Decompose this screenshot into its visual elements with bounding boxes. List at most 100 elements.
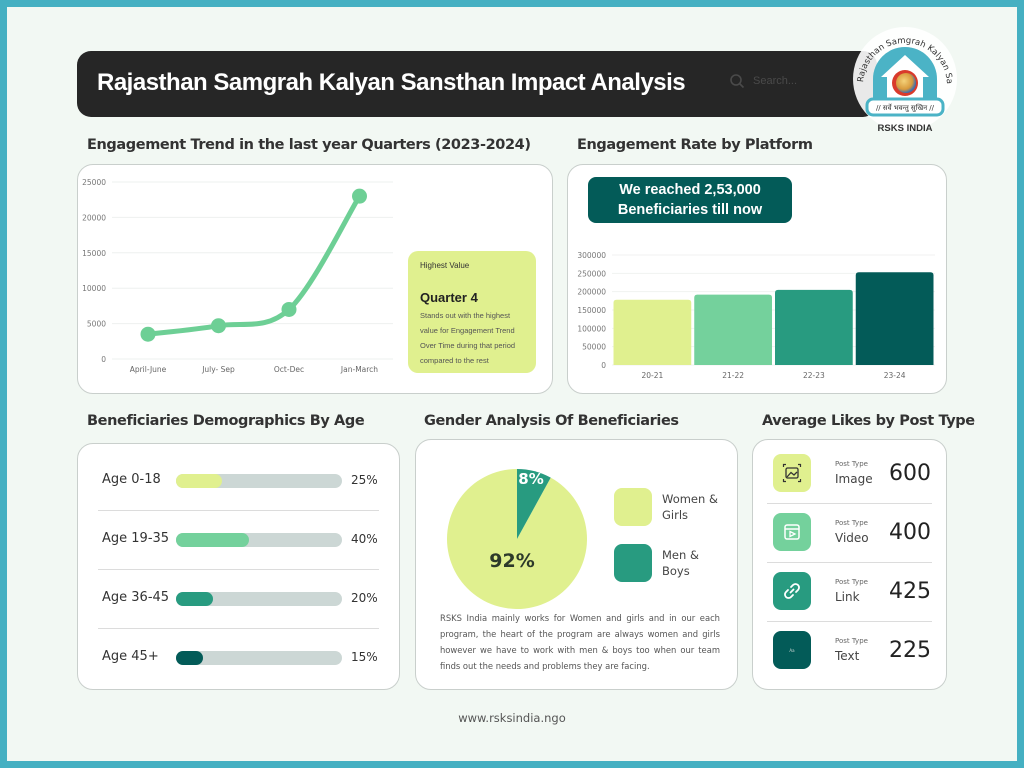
post-type-likes: 425 <box>889 579 931 604</box>
post-type-name: Text <box>835 649 860 663</box>
text-icon: Aa <box>773 631 811 669</box>
header-bar: Rajasthan Samgrah Kalyan Sansthan Impact… <box>77 51 877 117</box>
gender-pie-chart: 8% 92% <box>447 469 587 609</box>
pie-label-women-girls: 92% <box>489 550 534 572</box>
bar-y-tick: 200000 <box>577 288 606 297</box>
age-row: Age 36-45 20% <box>78 570 399 629</box>
bar-y-tick: 0 <box>601 361 606 370</box>
line-series <box>145 193 362 337</box>
bar-x-tick: 20-21 <box>641 371 663 380</box>
demographics-title: Beneficiaries Demographics By Age <box>87 413 365 429</box>
image-icon <box>773 454 811 492</box>
logo-motto: // सर्वे भवन्तु सुखिन // <box>876 103 935 112</box>
line-point[interactable] <box>140 326 156 342</box>
search-input[interactable] <box>753 75 823 87</box>
age-progress-fill <box>176 651 204 665</box>
pie-label-men-boys: 8% <box>518 470 543 488</box>
age-percent: 40% <box>351 532 378 546</box>
post-type-row: Aa Post Type Text 225 <box>753 622 946 681</box>
line-x-tick: Oct-Dec <box>274 365 304 374</box>
line-point[interactable] <box>352 188 367 204</box>
demographics-card: Age 0-18 25% Age 19-35 40% Age 36-45 20%… <box>77 443 400 690</box>
pie-slice-men-boys[interactable] <box>517 469 551 539</box>
logo-name: RSKS INDIA <box>878 123 933 134</box>
legend-women-girls: Women & Girls <box>614 488 722 526</box>
row-divider <box>767 621 932 622</box>
video-icon <box>773 513 811 551</box>
line-y-tick: 10000 <box>82 284 106 293</box>
line-y-tick: 0 <box>101 355 106 364</box>
engagement-line-chart: 0 5000 10000 15000 20000 25000 April-June July-… <box>82 178 393 374</box>
legend-swatch-men <box>614 544 652 582</box>
row-divider <box>98 569 379 570</box>
post-type-name: Video <box>835 531 869 545</box>
legend-men-line1: Men & <box>662 548 699 562</box>
row-divider <box>98 628 379 629</box>
age-percent: 20% <box>351 591 378 605</box>
post-type-caption: Post Type <box>835 578 868 586</box>
bar-21-22[interactable] <box>694 294 772 365</box>
engagement-trend-title: Engagement Trend in the last year Quarte… <box>87 137 531 153</box>
age-progress-track <box>176 592 342 606</box>
bar-x-tick: 21-22 <box>722 371 744 380</box>
rsks-logo: Rajasthan Samgrah Kalyan Sansthan // सर्… <box>842 18 965 137</box>
row-divider <box>767 562 932 563</box>
age-label: Age 45+ <box>102 649 159 664</box>
reach-banner: We reached 2,53,000 Beneficiaries till n… <box>588 177 792 223</box>
gender-card: 8% 92% Women & Girls Men & Boys RSKS Indi… <box>415 439 738 690</box>
gender-description: RSKS India mainly works for Women and gi… <box>440 613 720 671</box>
svg-text:Aa: Aa <box>789 648 795 653</box>
legend-swatch-women <box>614 488 652 526</box>
line-point[interactable] <box>281 301 297 317</box>
gender-title: Gender Analysis Of Beneficiaries <box>424 413 679 429</box>
post-type-likes: 600 <box>889 461 931 486</box>
search-icon <box>730 74 745 89</box>
bar-y-tick: 250000 <box>577 269 606 278</box>
post-type-caption: Post Type <box>835 519 868 527</box>
row-divider <box>98 510 379 511</box>
post-type-likes: 225 <box>889 638 931 663</box>
bar-22-23[interactable] <box>775 289 853 365</box>
highest-value-label: Highest Value <box>420 261 470 270</box>
legend-men-boys: Men & Boys <box>614 544 722 582</box>
legend-men-line2: Boys <box>662 564 690 578</box>
link-icon <box>773 572 811 610</box>
bar-x-tick: 22-23 <box>803 371 825 380</box>
bar-y-tick: 150000 <box>577 306 606 315</box>
line-x-tick: July- Sep <box>201 365 235 374</box>
reach-banner-line1: We reached 2,53,000 <box>619 182 761 198</box>
age-percent: 25% <box>351 473 378 487</box>
bar-y-tick: 100000 <box>577 324 606 333</box>
age-label: Age 0-18 <box>102 472 161 487</box>
post-type-row: Post Type Link 425 <box>753 563 946 622</box>
legend-women-line2: Girls <box>662 508 689 522</box>
line-x-tick: April-June <box>130 365 167 374</box>
age-progress-track <box>176 474 342 488</box>
post-type-row: Post Type Image 600 <box>753 445 946 504</box>
post-type-row: Post Type Video 400 <box>753 504 946 563</box>
reach-banner-line2: Beneficiaries till now <box>617 202 763 218</box>
post-type-caption: Post Type <box>835 460 868 468</box>
post-type-name: Image <box>835 472 873 486</box>
line-y-tick: 5000 <box>87 320 106 329</box>
line-point[interactable] <box>211 318 226 334</box>
search-box[interactable] <box>729 73 823 89</box>
bar-y-tick: 50000 <box>582 343 606 352</box>
bar-23-24[interactable] <box>855 272 934 365</box>
line-x-tick: Jan-March <box>340 365 378 374</box>
line-y-tick: 25000 <box>82 178 106 187</box>
engagement-trend-card: 0 5000 10000 15000 20000 25000 April-June July-… <box>77 164 553 394</box>
bar-20-21[interactable] <box>613 299 692 365</box>
post-types-title: Average Likes by Post Type <box>762 413 975 429</box>
highest-value-callout: Highest Value Quarter 4 Stands out with … <box>408 251 536 373</box>
age-progress-track <box>176 533 342 547</box>
engagement-rate-title: Engagement Rate by Platform <box>577 137 813 153</box>
bar-x-tick: 23-24 <box>884 371 906 380</box>
footer-url[interactable]: www.rsksindia.ngo <box>458 711 566 725</box>
line-y-tick: 20000 <box>82 213 106 222</box>
age-progress-fill <box>176 592 213 606</box>
age-row: Age 19-35 40% <box>78 511 399 570</box>
age-percent: 15% <box>351 650 378 664</box>
age-row: Age 0-18 25% <box>78 452 399 511</box>
engagement-rate-card: We reached 2,53,000 Beneficiaries till n… <box>567 164 947 394</box>
